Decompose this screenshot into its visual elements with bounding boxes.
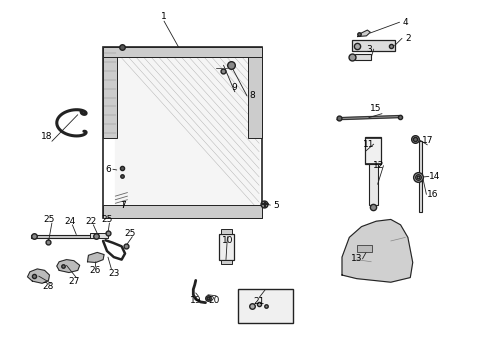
Text: 8: 8 xyxy=(248,91,254,100)
Bar xyxy=(90,233,108,238)
Text: 12: 12 xyxy=(372,161,384,170)
Polygon shape xyxy=(341,220,412,282)
Bar xyxy=(218,234,233,260)
Bar xyxy=(103,50,117,138)
Bar xyxy=(368,164,377,205)
Bar xyxy=(220,260,231,264)
Text: 16: 16 xyxy=(426,190,437,199)
Bar xyxy=(247,50,261,138)
Bar xyxy=(103,47,261,218)
Text: 26: 26 xyxy=(89,266,101,275)
Text: 28: 28 xyxy=(43,282,54,291)
Text: 24: 24 xyxy=(64,217,76,226)
Text: 7: 7 xyxy=(120,201,125,210)
Text: 23: 23 xyxy=(108,269,119,278)
Polygon shape xyxy=(336,116,401,120)
Polygon shape xyxy=(115,51,259,211)
Text: 6: 6 xyxy=(105,165,111,174)
Text: 18: 18 xyxy=(41,132,53,141)
Text: 1: 1 xyxy=(161,12,166,21)
Text: 5: 5 xyxy=(273,201,279,210)
Text: 13: 13 xyxy=(350,255,362,264)
Text: 15: 15 xyxy=(369,104,381,113)
Text: 3: 3 xyxy=(365,45,371,54)
Bar xyxy=(418,141,422,212)
Text: 2: 2 xyxy=(404,34,410,43)
Polygon shape xyxy=(357,30,369,37)
Text: 25: 25 xyxy=(101,215,112,224)
Polygon shape xyxy=(57,260,80,273)
Text: 17: 17 xyxy=(421,136,432,145)
Text: 19: 19 xyxy=(190,296,201,305)
Bar xyxy=(103,47,261,57)
Bar xyxy=(238,289,293,323)
Text: 22: 22 xyxy=(85,217,96,226)
Polygon shape xyxy=(27,269,49,283)
Bar xyxy=(103,205,261,218)
Text: 20: 20 xyxy=(208,296,219,305)
Text: 14: 14 xyxy=(428,172,440,181)
Bar xyxy=(351,40,394,51)
Bar xyxy=(354,54,370,59)
Text: 4: 4 xyxy=(402,18,407,27)
Text: 27: 27 xyxy=(68,276,80,285)
Text: 25: 25 xyxy=(124,229,135,238)
Text: 11: 11 xyxy=(363,140,374,149)
Text: 10: 10 xyxy=(221,237,233,246)
Bar xyxy=(31,234,98,238)
Bar xyxy=(365,137,380,164)
Bar xyxy=(220,229,231,234)
Text: 21: 21 xyxy=(253,297,264,306)
Text: 25: 25 xyxy=(44,215,55,224)
Bar xyxy=(356,244,371,252)
Polygon shape xyxy=(87,252,104,262)
Text: 9: 9 xyxy=(231,83,237,92)
